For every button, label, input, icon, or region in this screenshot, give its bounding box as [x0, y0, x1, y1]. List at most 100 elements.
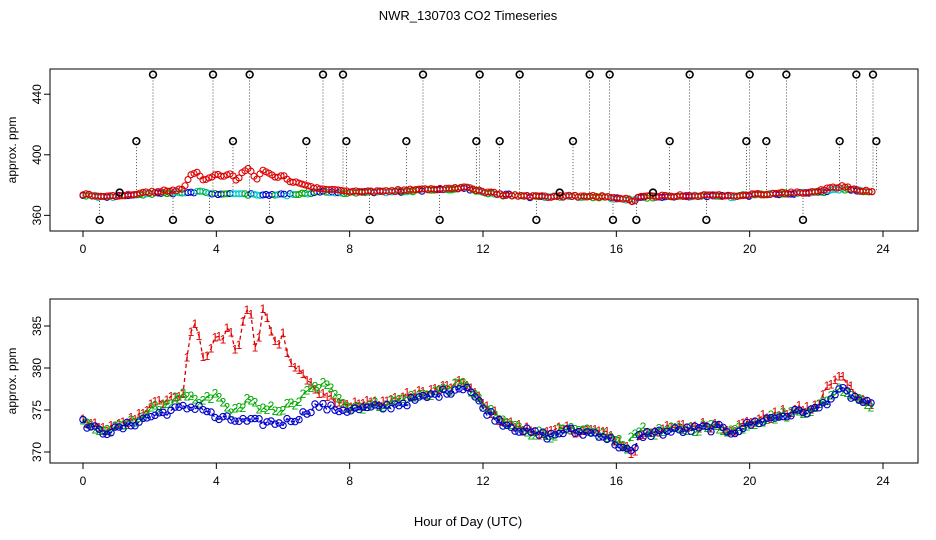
bottom-series-1-point: 1: [200, 350, 207, 364]
top-series-1-point: [82, 190, 90, 198]
bottom-series-3-point: [747, 421, 755, 429]
bottom-series-3-point: [811, 403, 819, 412]
top-flag-point: [148, 70, 158, 79]
bottom-series-3-point: [351, 404, 359, 412]
bottom-series-1-point: 1: [680, 418, 687, 432]
bottom-series-1-point: 1: [292, 361, 299, 375]
bottom-series-1-point: 1: [736, 418, 743, 432]
bottom-series-2-point: 2: [720, 424, 727, 438]
bottom-series-2-point: 2: [784, 410, 791, 424]
bottom-series-2-point: 2: [548, 432, 555, 446]
bottom-series-3-point: [831, 390, 839, 399]
bottom-series-2-point: 2: [104, 423, 111, 437]
bottom-series-2-point: 2: [552, 430, 559, 444]
bottom-series-2-point: 2: [256, 403, 263, 417]
bottom-series-2-point: 2: [724, 426, 731, 440]
bottom-y-axis-label: approx. ppm: [5, 348, 19, 415]
bottom-series-3-point: [791, 405, 799, 414]
bottom-series-1-point: 1: [372, 394, 379, 408]
bottom-series-3-point: [743, 418, 751, 427]
top-flag-point: [608, 215, 618, 225]
bottom-series-1-point: 1: [336, 395, 343, 409]
bottom-series-3-point: [723, 428, 731, 436]
bottom-series-2-point: 2: [136, 415, 143, 429]
bottom-series-3-point: [467, 388, 475, 396]
bottom-series-1-point: 1: [144, 404, 151, 418]
top-x-tick-label: 24: [876, 242, 890, 256]
bottom-series-1-point: 1: [276, 338, 283, 352]
bottom-series-2-point: 2: [572, 422, 579, 436]
bottom-series-3-point: [427, 390, 435, 398]
bottom-series-3-point: [519, 428, 527, 436]
bottom-series-2-point: 2: [688, 420, 695, 434]
bottom-series-3-point: [867, 399, 875, 407]
bottom-series-2-point: 2: [272, 404, 279, 418]
bottom-series-1-point: 1: [312, 382, 319, 396]
top-series-1-point: [199, 176, 207, 184]
bottom-series-2-point: 2: [860, 393, 867, 407]
bottom-series-2-point: 2: [280, 403, 287, 417]
top-flag-point: [418, 70, 428, 79]
bottom-series-2-point: 2: [764, 413, 771, 427]
bottom-series-1-point: 1: [460, 376, 467, 390]
bottom-series-1-point: 1: [520, 423, 527, 437]
bottom-series-3-point: [327, 401, 335, 409]
bottom-series-2-point: 2: [228, 406, 235, 420]
bottom-series-2-point: 2: [320, 375, 327, 389]
bottom-series-3-point: [99, 430, 107, 438]
bottom-series-2-point: 2: [376, 400, 383, 414]
bottom-series-1-point: 1: [152, 395, 159, 409]
bottom-x-tick-label: 20: [743, 474, 757, 488]
bottom-series-3-point: [823, 400, 831, 409]
bottom-series-1-point: 1: [832, 373, 839, 387]
top-flag-point: [745, 70, 754, 79]
bottom-series-1-point: 1: [344, 398, 351, 412]
bottom-series-1-point: 1: [84, 417, 91, 431]
bottom-series-3-point: [507, 423, 515, 432]
bottom-series-1-point: 1: [392, 391, 399, 405]
bottom-series-3-point: [655, 426, 663, 435]
bottom-series-3-point: [727, 430, 735, 438]
top-flag-point: [245, 70, 254, 79]
bottom-series-3-point: [439, 385, 447, 393]
bottom-series-1-point: 1: [256, 331, 263, 345]
bottom-series-2-point: 2: [640, 420, 647, 434]
bottom-series-1-point: 1: [488, 407, 495, 421]
bottom-series-3-point: [139, 414, 147, 423]
bottom-series-1-point: 1: [492, 404, 499, 418]
top-flag-point: [585, 70, 594, 79]
bottom-series-3-point: [567, 424, 575, 433]
bottom-series-2-point: 2: [416, 388, 423, 402]
bottom-series-2-point: 2: [636, 425, 643, 439]
bottom-series-2-point: 2: [288, 396, 295, 410]
bottom-series-1-point: 1: [168, 389, 175, 403]
top-x-tick-label: 0: [80, 242, 87, 256]
bottom-series-3-point: [275, 419, 283, 427]
bottom-series-3-point: [383, 401, 391, 409]
bottom-series-1-point: 1: [456, 373, 463, 387]
top-flag-point: [555, 188, 564, 197]
top-x-tick-label: 8: [346, 242, 353, 256]
bottom-series-3-point: [799, 408, 807, 417]
bottom-x-tick-label: 0: [80, 474, 87, 488]
bottom-series-2-point: 2: [276, 404, 283, 418]
bottom-series-3-point: [643, 427, 651, 436]
bottom-series-1-point: 1: [284, 346, 291, 360]
bottom-series-3-point: [415, 393, 423, 401]
bottom-series-1-point: 1: [300, 367, 307, 381]
bottom-series-2-point: 2: [200, 393, 207, 407]
bottom-series-1-point: 1: [100, 421, 107, 435]
top-series-1-point: [175, 185, 183, 193]
bottom-series-3-point: [243, 417, 251, 425]
bottom-series-2-point: 2: [696, 425, 703, 439]
bottom-series-2-point: 2: [536, 424, 543, 438]
bottom-series-2-point: 2: [96, 424, 103, 438]
bottom-series-3-point: [571, 429, 579, 438]
bottom-series-1-point: 1: [192, 317, 199, 331]
top-x-tick-label: 16: [610, 242, 624, 256]
bottom-series-3-point: [395, 401, 403, 410]
top-flag-point: [265, 215, 274, 225]
bottom-series-2-point: 2: [728, 423, 735, 437]
bottom-series-1-point: 1: [836, 370, 843, 384]
bottom-series-3-point: [843, 387, 851, 395]
